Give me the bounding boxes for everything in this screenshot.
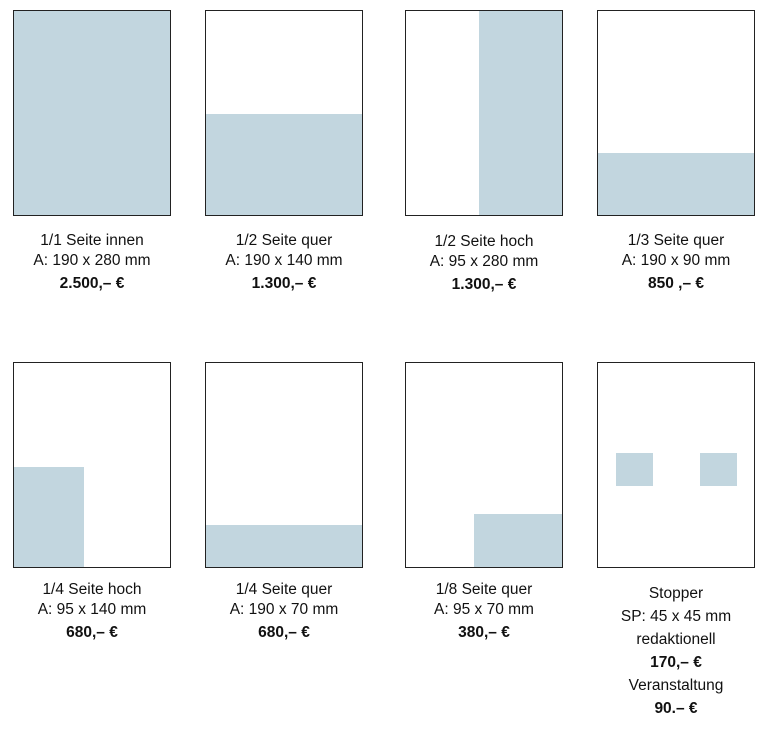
- ad-price: 680,– €: [66, 624, 118, 641]
- ad-name: 1/8 Seite quer: [435, 581, 533, 598]
- stopper-editorial-price: 170,– €: [650, 654, 702, 671]
- ad-caption: 1/2 Seite hoch A: 95 x 280 mm 1.300,– €: [399, 232, 569, 295]
- ad-name: 1/4 Seite quer: [235, 581, 333, 598]
- ad-size: A: 190 x 140 mm: [225, 252, 343, 269]
- ad-area: [479, 11, 562, 215]
- page-diagram: [597, 362, 755, 568]
- ad-size: A: 190 x 70 mm: [229, 601, 339, 618]
- ad-price: 380,– €: [458, 624, 510, 641]
- ad-price: 850 ,– €: [647, 275, 705, 292]
- stopper-event-label: Veranstaltung: [628, 677, 724, 694]
- ad-caption: 1/3 Seite quer A: 190 x 90 mm 850 ,– €: [591, 231, 761, 294]
- stopper-name: Stopper: [648, 585, 704, 602]
- page-diagram: [205, 10, 363, 216]
- stopper-event-price: 90.– €: [654, 700, 698, 717]
- ad-caption: 1/1 Seite innen A: 190 x 280 mm 2.500,– …: [7, 231, 177, 294]
- ad-size: A: 95 x 140 mm: [37, 601, 147, 618]
- stopper-editorial-label: redaktionell: [636, 631, 716, 648]
- ad-size: A: 95 x 280 mm: [429, 253, 539, 270]
- page-diagram: [405, 362, 563, 568]
- ad-size: A: 190 x 90 mm: [621, 252, 731, 269]
- ad-size: A: 95 x 70 mm: [434, 601, 534, 618]
- ad-area: [206, 525, 362, 567]
- page-diagram: [13, 362, 171, 568]
- ad-name: 1/1 Seite innen: [40, 232, 144, 249]
- ad-caption: 1/4 Seite quer A: 190 x 70 mm 680,– €: [199, 580, 369, 643]
- ad-area: [206, 114, 362, 215]
- ad-caption: 1/8 Seite quer A: 95 x 70 mm 380,– €: [399, 580, 569, 643]
- page-diagram: [13, 10, 171, 216]
- page-diagram: [405, 10, 563, 216]
- stopper-size: SP: 45 x 45 mm: [620, 608, 732, 625]
- ad-name: 1/2 Seite quer: [235, 232, 333, 249]
- ad-area: [474, 514, 562, 567]
- ad-area: [14, 11, 170, 215]
- stopper-area-right: [700, 453, 737, 486]
- ad-caption: Stopper SP: 45 x 45 mm redaktionell 170,…: [591, 582, 761, 720]
- ad-name: 1/3 Seite quer: [627, 232, 725, 249]
- ad-price: 1.300,– €: [451, 276, 517, 293]
- ad-name: 1/4 Seite hoch: [42, 581, 142, 598]
- ad-area: [14, 467, 84, 567]
- stopper-area-left: [616, 453, 653, 486]
- ad-price: 680,– €: [258, 624, 310, 641]
- ad-name: 1/2 Seite hoch: [434, 233, 534, 250]
- page-diagram: [597, 10, 755, 216]
- ad-size: A: 190 x 280 mm: [33, 252, 151, 269]
- ad-caption: 1/2 Seite quer A: 190 x 140 mm 1.300,– €: [199, 231, 369, 294]
- ad-area: [598, 153, 754, 215]
- ad-price: 2.500,– €: [59, 275, 125, 292]
- page-diagram: [205, 362, 363, 568]
- ad-caption: 1/4 Seite hoch A: 95 x 140 mm 680,– €: [7, 580, 177, 643]
- ad-price: 1.300,– €: [251, 275, 317, 292]
